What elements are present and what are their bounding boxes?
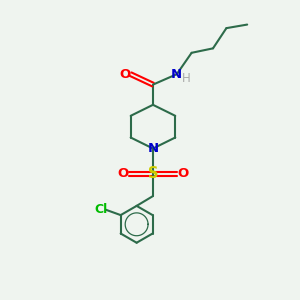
- Text: O: O: [120, 68, 131, 81]
- Text: Cl: Cl: [94, 203, 107, 216]
- Text: S: S: [148, 166, 158, 181]
- Text: N: N: [171, 68, 182, 81]
- Text: H: H: [182, 72, 190, 85]
- Text: O: O: [178, 167, 189, 180]
- Text: O: O: [117, 167, 128, 180]
- Text: N: N: [147, 142, 158, 155]
